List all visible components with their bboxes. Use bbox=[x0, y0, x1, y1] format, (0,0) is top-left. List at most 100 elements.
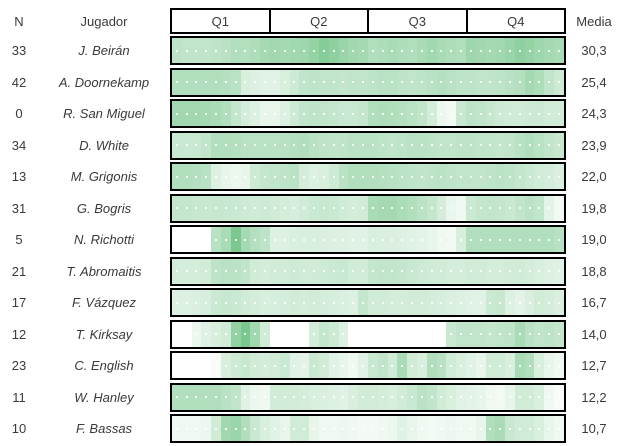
minute-cell bbox=[456, 227, 466, 252]
minute-cell bbox=[289, 69, 300, 95]
minute-dot bbox=[371, 49, 374, 52]
minute-cell bbox=[172, 164, 182, 189]
minute-cell bbox=[348, 321, 359, 347]
minute-dot bbox=[273, 396, 276, 398]
minute-cell bbox=[318, 258, 329, 284]
minute-cell bbox=[426, 227, 437, 252]
minute-dot bbox=[185, 81, 188, 83]
minutes-heat-strip bbox=[170, 193, 566, 223]
minute-cell bbox=[230, 416, 241, 441]
minute-dot bbox=[313, 364, 316, 367]
minute-dot bbox=[224, 333, 227, 335]
minute-cell bbox=[505, 69, 515, 95]
minute-dot bbox=[469, 270, 472, 272]
minute-dot bbox=[411, 49, 414, 52]
minute-cell bbox=[289, 353, 300, 378]
minute-cell bbox=[544, 227, 555, 252]
minute-cell bbox=[397, 69, 408, 95]
minute-cell bbox=[328, 258, 339, 284]
minute-cell bbox=[534, 258, 545, 284]
minute-dot bbox=[548, 301, 551, 304]
minute-dot bbox=[362, 81, 365, 83]
minute-cell bbox=[397, 132, 408, 158]
minute-cell bbox=[318, 290, 329, 315]
minute-cell bbox=[387, 164, 398, 189]
minute-dot bbox=[195, 270, 198, 272]
header-jugador: Jugador bbox=[80, 13, 128, 29]
minute-cell bbox=[220, 132, 231, 158]
minute-dot bbox=[528, 333, 531, 335]
minute-dot bbox=[303, 270, 306, 272]
minute-dot bbox=[283, 301, 286, 304]
minute-cell bbox=[230, 132, 241, 158]
minute-dot bbox=[215, 81, 218, 83]
minute-dot bbox=[371, 207, 374, 209]
minute-dot bbox=[215, 364, 218, 367]
minute-dot bbox=[460, 49, 462, 52]
minute-dot bbox=[224, 175, 227, 178]
minute-dot bbox=[499, 112, 502, 115]
minute-cell bbox=[318, 195, 329, 221]
minute-dot bbox=[244, 49, 247, 52]
minute-dot bbox=[499, 144, 502, 146]
minute-cell bbox=[377, 38, 388, 63]
minute-cell bbox=[495, 38, 506, 63]
minute-cell bbox=[534, 227, 545, 252]
minute-dot bbox=[254, 301, 257, 304]
minute-cell bbox=[485, 258, 496, 284]
minute-cell bbox=[407, 101, 417, 126]
minutes-heat-strip bbox=[170, 256, 566, 286]
minute-cell bbox=[358, 321, 368, 347]
minute-cell bbox=[172, 416, 182, 441]
minute-dot bbox=[205, 396, 208, 398]
minute-cell bbox=[358, 132, 368, 158]
minute-dot bbox=[381, 144, 384, 146]
minute-dot bbox=[381, 49, 384, 52]
minute-dot bbox=[195, 81, 198, 83]
minute-cell bbox=[554, 38, 564, 63]
minute-cell bbox=[318, 69, 329, 95]
minute-dot bbox=[391, 81, 394, 83]
minute-dot bbox=[175, 270, 178, 272]
minute-cell bbox=[230, 321, 241, 347]
minute-cell bbox=[299, 195, 310, 221]
minute-dot bbox=[411, 301, 414, 304]
minute-cell bbox=[269, 258, 280, 284]
minute-dot bbox=[420, 427, 423, 430]
minute-dot bbox=[460, 333, 462, 335]
minute-cell bbox=[554, 101, 564, 126]
minute-dot bbox=[264, 270, 267, 272]
minute-cell bbox=[338, 69, 349, 95]
minute-cell bbox=[416, 195, 427, 221]
minute-cell bbox=[416, 69, 427, 95]
minute-cell bbox=[485, 164, 496, 189]
minute-dot bbox=[469, 364, 472, 367]
minute-cell bbox=[269, 227, 280, 252]
minute-cell bbox=[240, 227, 251, 252]
minute-cell bbox=[358, 258, 368, 284]
minute-cell bbox=[309, 321, 319, 347]
minute-dot bbox=[381, 81, 384, 83]
minute-cell bbox=[544, 195, 555, 221]
minute-cell bbox=[338, 353, 349, 378]
minute-cell bbox=[397, 227, 408, 252]
minute-cell bbox=[279, 321, 290, 347]
minute-cell bbox=[338, 227, 349, 252]
minute-cell bbox=[181, 132, 192, 158]
minute-cell bbox=[465, 353, 476, 378]
minute-cell bbox=[220, 290, 231, 315]
minute-dot bbox=[283, 81, 286, 83]
minute-cell bbox=[465, 258, 476, 284]
minute-cell bbox=[544, 258, 555, 284]
minute-cell bbox=[220, 227, 231, 252]
minute-dot bbox=[293, 49, 296, 52]
minute-dot bbox=[557, 427, 560, 430]
minute-cell bbox=[514, 258, 525, 284]
minute-dot bbox=[313, 144, 316, 146]
minute-dot bbox=[548, 81, 551, 83]
minute-cell bbox=[338, 321, 349, 347]
minute-cell bbox=[544, 384, 555, 410]
minute-dot bbox=[538, 333, 541, 335]
minute-dot bbox=[538, 207, 541, 209]
